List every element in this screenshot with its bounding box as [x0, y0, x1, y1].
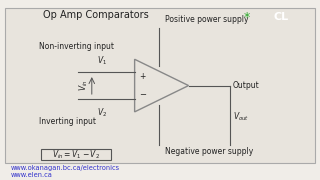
Text: $V_{in}$: $V_{in}$ [78, 80, 90, 91]
Text: Non-inverting input: Non-inverting input [39, 42, 115, 51]
Text: $V_1$: $V_1$ [97, 55, 107, 67]
Text: $V_{in}=V_1-V_2$: $V_{in}=V_1-V_2$ [52, 149, 100, 161]
Text: Output: Output [233, 81, 260, 90]
Text: $V_2$: $V_2$ [97, 107, 107, 119]
Text: www.elen.ca: www.elen.ca [11, 172, 53, 177]
Text: Positive power supply: Positive power supply [165, 15, 249, 24]
FancyBboxPatch shape [4, 8, 316, 163]
Text: Negative power supply: Negative power supply [165, 147, 253, 156]
Polygon shape [135, 59, 188, 112]
Text: www.okanagan.bc.ca/electronics: www.okanagan.bc.ca/electronics [11, 165, 120, 171]
Text: +: + [140, 72, 146, 81]
Text: −: − [139, 90, 146, 99]
FancyBboxPatch shape [41, 149, 110, 160]
Text: Inverting input: Inverting input [39, 117, 96, 126]
Text: Op Amp Comparators: Op Amp Comparators [43, 10, 148, 20]
Text: $V_{out}$: $V_{out}$ [233, 111, 249, 123]
